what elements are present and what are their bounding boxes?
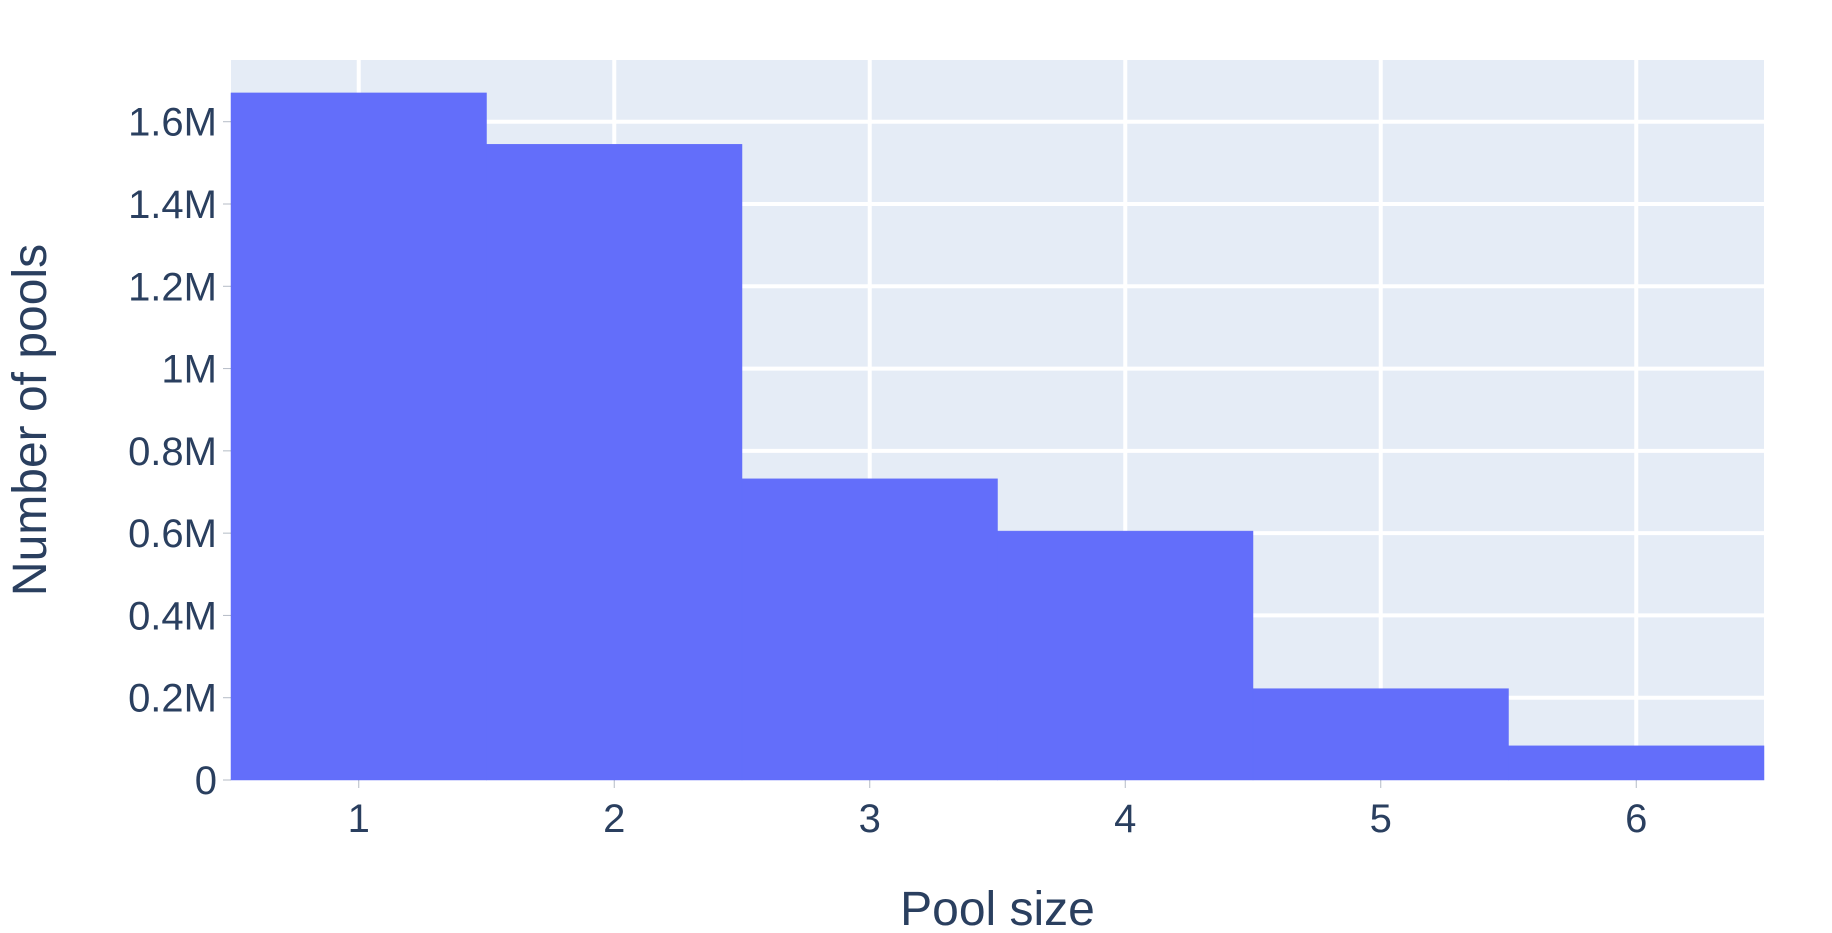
x-tick-label: 1 [348,797,370,841]
x-axis-ticks: 1 2 3 4 5 6 [348,780,1647,841]
y-axis-ticks: 0 0.2M 0.4M 0.6M 0.8M 1M 1.2M 1.4M 1.6M [128,101,231,803]
y-tick-label: 1.2M [128,265,217,309]
y-tick-label: 0 [195,759,217,803]
x-tick-label: 5 [1370,797,1392,841]
x-axis-title: Pool size [900,883,1095,933]
x-tick-label: 4 [1114,797,1136,841]
y-tick-label: 1M [161,348,217,392]
bar-6 [1508,745,1765,781]
bar-2 [486,144,743,781]
x-tick-label: 6 [1625,797,1647,841]
y-tick-label: 0.4M [128,594,217,638]
y-tick-label: 0.2M [128,677,217,721]
y-tick-label: 1.4M [128,183,217,227]
y-tick-label: 1.6M [128,101,217,145]
y-tick-label: 0.6M [128,512,217,556]
x-tick-label: 2 [603,797,625,841]
bar-3 [741,478,998,781]
bar-4 [997,530,1254,781]
bar-5 [1252,688,1509,781]
y-axis-title: Number of pools [4,244,57,596]
x-tick-label: 3 [859,797,881,841]
bar-1 [230,92,487,781]
y-tick-label: 0.8M [128,430,217,474]
bars [230,92,1765,781]
